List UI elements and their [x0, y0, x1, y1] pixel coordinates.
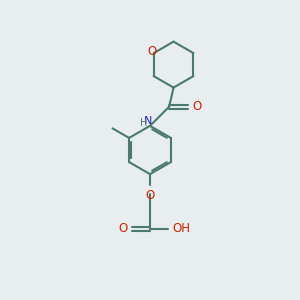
Text: N: N [144, 116, 153, 126]
Text: H: H [140, 118, 147, 128]
Text: O: O [146, 189, 154, 202]
Text: O: O [119, 222, 128, 235]
Text: O: O [148, 45, 157, 58]
Text: O: O [193, 100, 202, 113]
Text: OH: OH [172, 222, 190, 235]
